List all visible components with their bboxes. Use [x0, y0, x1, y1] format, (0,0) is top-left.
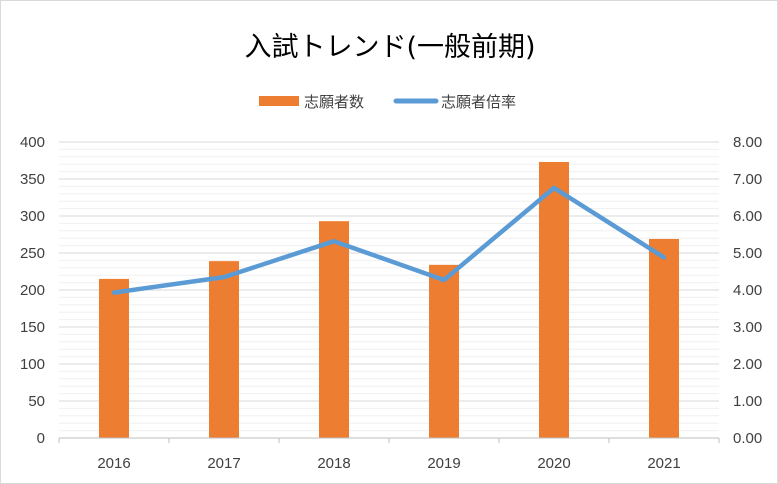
x-tick-label: 2016 [97, 455, 130, 472]
y-right-tick-label: 2.00 [733, 356, 762, 373]
x-tick-label: 2017 [207, 455, 240, 472]
y-left-tick-label: 100 [20, 356, 45, 373]
legend-bar-swatch [259, 96, 299, 106]
bar [429, 264, 459, 438]
y-left-tick-label: 300 [20, 208, 45, 225]
y-right-tick-label: 3.00 [733, 319, 762, 336]
bar [99, 278, 129, 438]
axes: 2016 2017 2018 2019 2020 2021 0 50 100 150 200 250 3… [20, 134, 762, 472]
y-right-tick-label: 6.00 [733, 208, 762, 225]
bar [649, 238, 679, 438]
bar [319, 221, 349, 438]
bar [209, 261, 239, 438]
y-left-tick-label: 250 [20, 245, 45, 262]
y-left-tick-label: 200 [20, 282, 45, 299]
y-left-tick-label: 50 [28, 393, 45, 410]
legend-bar-label: 志願者数 [304, 93, 364, 111]
bar-series [99, 161, 679, 439]
gridlines [59, 141, 719, 432]
y-right-tick-label: 4.00 [733, 282, 762, 299]
y-right-tick-label: 5.00 [733, 245, 762, 262]
bar [539, 161, 569, 439]
y-right-tick-label: 8.00 [733, 134, 762, 151]
x-tick-label: 2019 [427, 455, 460, 472]
line-series [111, 185, 667, 295]
x-tick-label: 2020 [537, 455, 570, 472]
legend: 志願者数 志願者倍率 [259, 93, 516, 111]
series-line [111, 185, 667, 295]
x-tick-label: 2021 [647, 455, 680, 472]
legend-line-label: 志願者倍率 [441, 93, 516, 111]
y-left-tick-label: 400 [20, 134, 45, 151]
y-right-tick-label: 1.00 [733, 393, 762, 410]
chart-title: 入試トレンド(一般前期) [244, 32, 535, 63]
y-left-tick-label: 0 [37, 430, 45, 447]
y-right-tick-label: 0.00 [733, 430, 762, 447]
y-left-tick-label: 150 [20, 319, 45, 336]
x-tick-label: 2018 [317, 455, 350, 472]
y-left-tick-label: 350 [20, 171, 45, 188]
y-right-tick-label: 7.00 [733, 171, 762, 188]
